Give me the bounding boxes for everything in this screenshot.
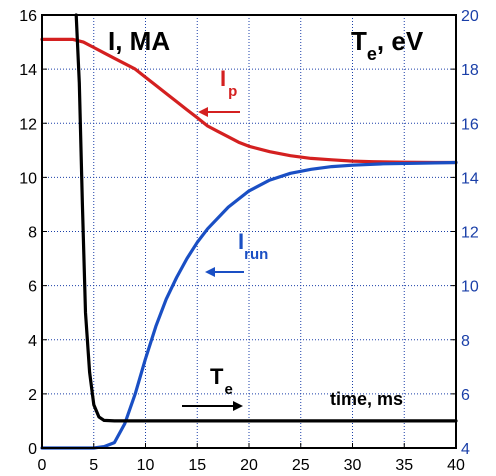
y-right-tick-label: 6 [461,387,470,404]
ip-annotation-main: I [220,66,226,91]
te-arrow [182,401,243,411]
y-right-tick-label: 8 [461,333,470,350]
series-layer [40,13,458,450]
irun-annotation-sub: run [244,246,268,263]
x-tick-label: 15 [188,457,206,474]
x-tick-label: 30 [344,457,362,474]
irun-line [40,160,458,450]
x-tick-label: 25 [292,457,310,474]
irun-annotation: Irun [238,229,268,263]
y-right-tick-label: 18 [461,62,479,79]
x-tick-label: 5 [89,457,98,474]
x-tick-label: 40 [447,457,465,474]
ip-annotation-sub: p [228,83,237,100]
y-right-tick-label: 10 [461,279,479,296]
x-tick-label: 10 [137,457,155,474]
y-right-tick-label: 20 [461,8,479,25]
irun-annotation-main: I [238,229,244,254]
ticks: 0 5 10 15 20 25 30 35 40 0 2 4 6 8 10 12 14 16 4 6 8 10 12 14 16… [19,8,479,474]
y-right-tick-label: 4 [461,441,470,458]
y-left-tick-label: 8 [28,225,37,242]
y-right-label-unit: , eV [377,26,424,56]
irun-arrow [205,267,244,277]
x-axis-label: time, ms [330,389,403,409]
ip-arrow [198,107,240,117]
y-left-label: I, MA [108,26,170,56]
y-right-label-main: T [351,26,367,56]
grid [42,15,456,448]
y-left-tick-label: 0 [28,441,37,458]
te-annotation-sub: e [224,381,232,398]
ip-line [40,37,458,165]
x-tick-label: 0 [38,457,47,474]
y-left-tick-label: 14 [19,62,37,79]
te-annotation: Te [210,364,233,398]
y-right-tick-label: 12 [461,225,479,242]
y-left-tick-label: 2 [28,387,37,404]
y-right-tick-label: 16 [461,116,479,133]
y-right-label-sub: e [367,44,377,64]
y-left-tick-label: 4 [28,333,37,350]
y-left-tick-label: 6 [28,279,37,296]
te-annotation-main: T [210,364,224,389]
te-line [74,13,458,423]
y-right-label: Te, eV [351,26,424,64]
ip-annotation: Ip [220,66,237,100]
y-left-tick-label: 16 [19,8,37,25]
x-tick-label: 20 [240,457,258,474]
x-tick-label: 35 [395,457,413,474]
y-right-tick-label: 14 [461,170,479,187]
y-left-tick-label: 12 [19,116,37,133]
y-left-tick-label: 10 [19,170,37,187]
